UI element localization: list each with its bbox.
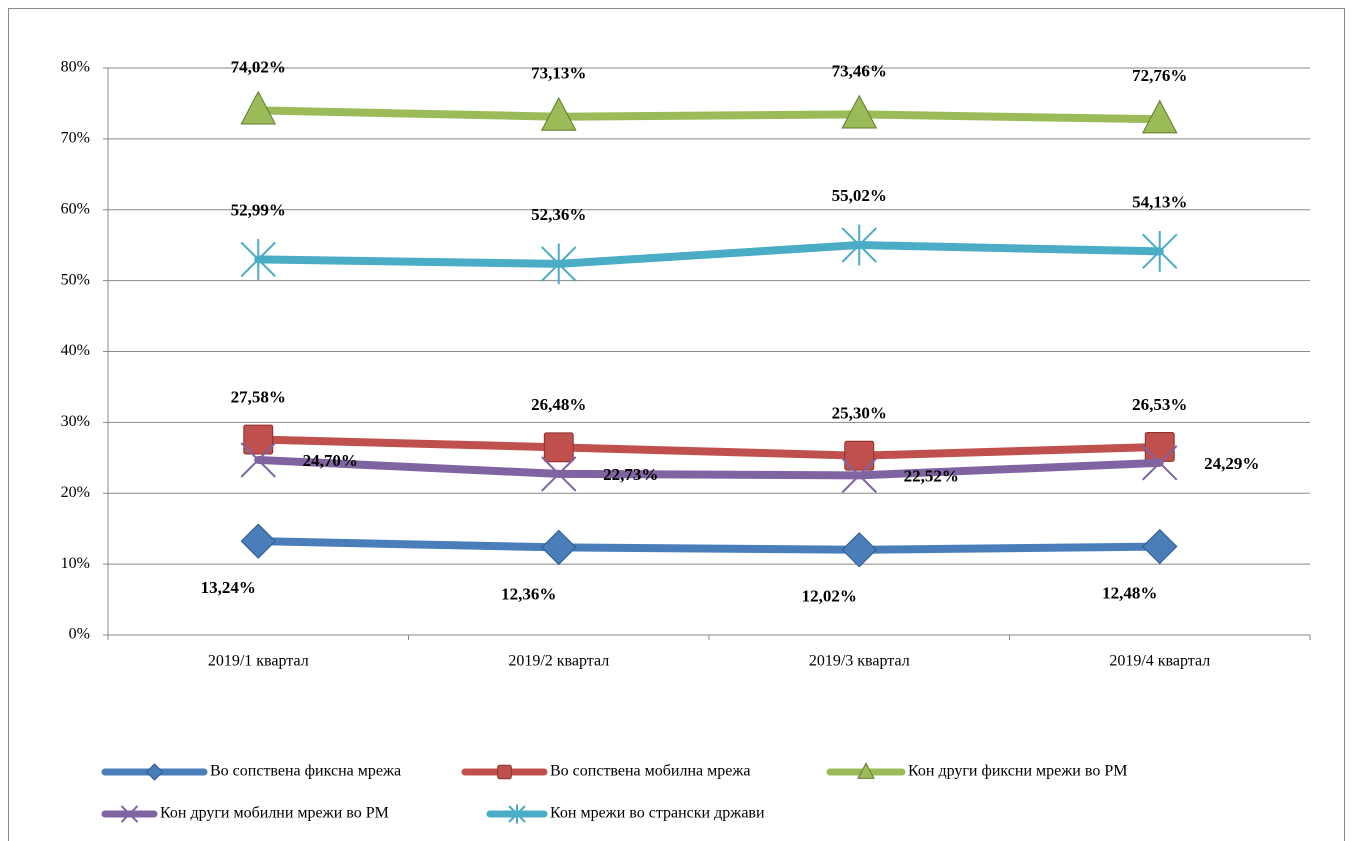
marker-shape	[240, 90, 277, 125]
legend-label: Кон мрежи во странски држави	[550, 805, 765, 822]
x-tick-label: 2019/2 квартал	[508, 653, 609, 670]
marker	[1142, 230, 1178, 272]
marker-shape	[1142, 528, 1178, 565]
y-tick-label: 60%	[61, 200, 90, 217]
marker	[841, 224, 877, 266]
data-label: 25,30%	[832, 404, 887, 423]
data-label: 13,24%	[201, 578, 256, 597]
x-tick-label: 2019/3 квартал	[809, 653, 910, 670]
data-label: 27,58%	[231, 387, 286, 406]
data-label: 72,76%	[1132, 66, 1187, 85]
marker-shape	[240, 442, 276, 478]
data-label: 74,02%	[231, 57, 286, 76]
marker	[1142, 445, 1178, 481]
marker	[120, 805, 139, 823]
legend-label: Во сопствена фиксна мрежа	[210, 763, 401, 780]
marker	[240, 239, 276, 280]
marker	[497, 764, 512, 780]
data-label: 73,46%	[832, 61, 887, 80]
marker-shape	[120, 805, 139, 823]
y-tick-label: 0%	[69, 626, 90, 643]
series-line	[254, 241, 1164, 268]
marker-shape	[541, 529, 577, 566]
marker	[508, 804, 526, 824]
marker-shape	[497, 764, 512, 780]
data-label: 12,48%	[1102, 583, 1157, 602]
series-line	[254, 435, 1164, 460]
marker-shape	[1144, 432, 1175, 462]
legend-label: Кон други мобилни мрежи во РМ	[160, 805, 389, 822]
legend-label: Кон други фиксни мрежи во РМ	[908, 763, 1127, 780]
marker	[540, 96, 577, 131]
data-label: 22,73%	[603, 465, 658, 484]
data-label: 24,70%	[303, 451, 358, 470]
y-tick-label: 10%	[61, 555, 90, 572]
marker	[1142, 528, 1178, 565]
data-label: 26,48%	[531, 395, 586, 414]
marker	[145, 763, 164, 781]
marker	[240, 90, 277, 125]
marker	[857, 762, 875, 779]
series-line	[254, 106, 1164, 124]
marker-shape	[1141, 99, 1178, 134]
marker	[541, 243, 577, 285]
marker-shape	[541, 243, 577, 285]
marker-shape	[841, 224, 877, 266]
y-tick-label: 80%	[61, 59, 90, 76]
marker	[1144, 432, 1175, 462]
y-tick-label: 70%	[61, 130, 90, 147]
x-tick-label: 2019/1 квартал	[208, 653, 309, 670]
marker-shape	[543, 432, 574, 463]
y-tick-label: 40%	[61, 342, 90, 359]
marker	[844, 440, 875, 471]
x-tick-label: 2019/4 квартал	[1109, 653, 1210, 670]
marker	[541, 529, 577, 566]
y-tick-label: 30%	[61, 413, 90, 430]
marker	[841, 94, 878, 129]
data-label: 22,52%	[904, 466, 959, 485]
marker-shape	[857, 762, 875, 779]
series-line	[254, 537, 1164, 554]
legend-label: Во сопствена мобилна мрежа	[550, 763, 751, 780]
marker-shape	[540, 96, 577, 131]
marker	[543, 432, 574, 463]
y-tick-label: 50%	[61, 271, 90, 288]
marker	[841, 532, 877, 568]
marker-shape	[508, 804, 526, 824]
marker-shape	[145, 763, 164, 781]
marker	[841, 457, 877, 494]
marker	[240, 442, 276, 478]
chart-border	[8, 8, 1345, 841]
series-line	[254, 455, 1164, 480]
marker-shape	[240, 239, 276, 280]
data-label: 12,02%	[802, 587, 857, 606]
marker-shape	[841, 457, 877, 494]
marker-shape	[1142, 445, 1178, 481]
marker-shape	[1142, 230, 1178, 272]
data-label: 55,02%	[832, 186, 887, 205]
marker-shape	[844, 440, 875, 471]
y-tick-label: 20%	[61, 484, 90, 501]
marker	[541, 456, 577, 492]
data-label: 52,99%	[231, 200, 286, 219]
data-label: 54,13%	[1132, 192, 1187, 211]
marker	[1141, 99, 1178, 134]
data-label: 24,29%	[1204, 454, 1259, 473]
marker	[240, 523, 276, 559]
marker-shape	[243, 424, 274, 455]
data-label: 73,13%	[531, 64, 586, 83]
marker	[243, 424, 274, 455]
marker-shape	[541, 456, 577, 492]
marker-shape	[841, 532, 877, 568]
data-label: 26,53%	[1132, 395, 1187, 414]
marker-shape	[841, 94, 878, 129]
marker-shape	[240, 523, 276, 559]
data-label: 12,36%	[501, 584, 556, 603]
data-label: 52,36%	[531, 205, 586, 224]
